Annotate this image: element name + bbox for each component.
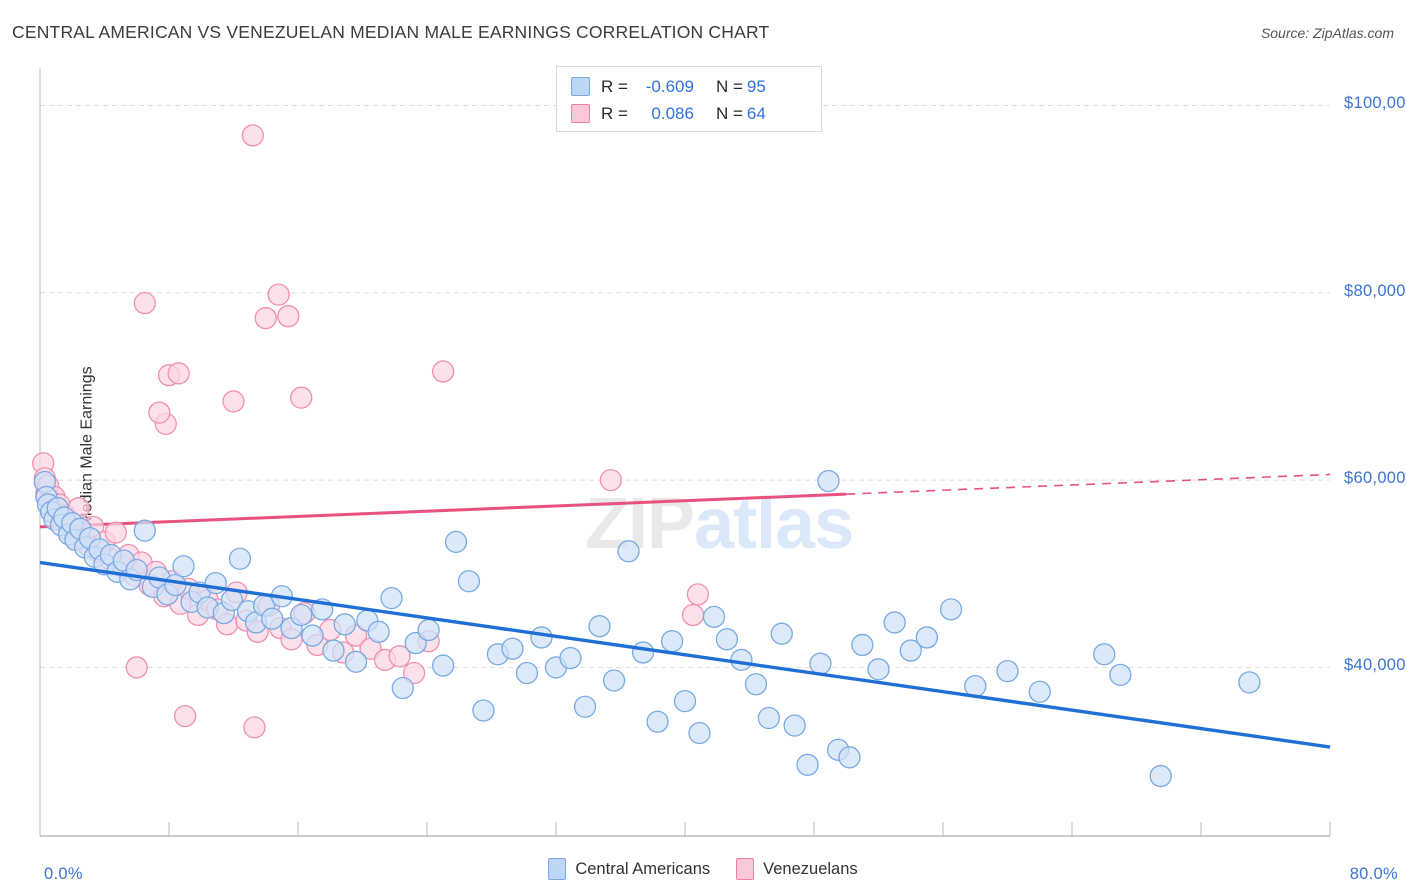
source-attribution: Source: ZipAtlas.com (1260, 25, 1394, 41)
venezuelans-label: Venezuelans (763, 859, 858, 878)
page-title: CENTRAL AMERICAN VS VENEZUELAN MEDIAN MA… (12, 22, 770, 42)
blue-series-swatch (571, 77, 590, 96)
blue-n-value: 95 (746, 76, 766, 96)
x-axis-max-label: 80.0% (1349, 865, 1398, 883)
blue-r-value: -0.609 (645, 76, 694, 96)
blue-n-label: N = (715, 76, 743, 96)
stat-row-blue: R = -0.609 N = 95 (571, 73, 811, 100)
central-americans-swatch (548, 858, 567, 880)
y-tick-label: $60,000 (1344, 469, 1406, 488)
blue-r-label: R = (601, 76, 628, 96)
legend-item-central-americans[interactable]: Central Americans (548, 858, 710, 880)
y-tick-label: $100,000 (1344, 94, 1406, 113)
pink-r-label: R = (601, 103, 628, 123)
central-americans-label: Central Americans (575, 859, 711, 878)
plot-area: ZIPatlas (32, 68, 1331, 837)
scatter-svg (32, 68, 1331, 837)
correlation-stats-box: R = -0.609 N = 95 R = 0.086 N = 64 (556, 66, 822, 132)
legend-item-venezuelans[interactable]: Venezuelans (736, 858, 858, 880)
pink-r-value: 0.086 (651, 103, 694, 123)
pink-series-swatch (571, 104, 590, 123)
stat-row-pink: R = 0.086 N = 64 (571, 100, 811, 127)
venezuelans-swatch (736, 858, 755, 880)
pink-n-label: N = (715, 103, 743, 123)
x-axis-min-label: 0.0% (44, 865, 83, 883)
y-tick-label: $80,000 (1344, 281, 1406, 300)
pink-n-value: 64 (746, 103, 766, 123)
series-legend: Central Americans Venezuelans (0, 858, 1406, 880)
y-tick-label: $40,000 (1344, 656, 1406, 675)
